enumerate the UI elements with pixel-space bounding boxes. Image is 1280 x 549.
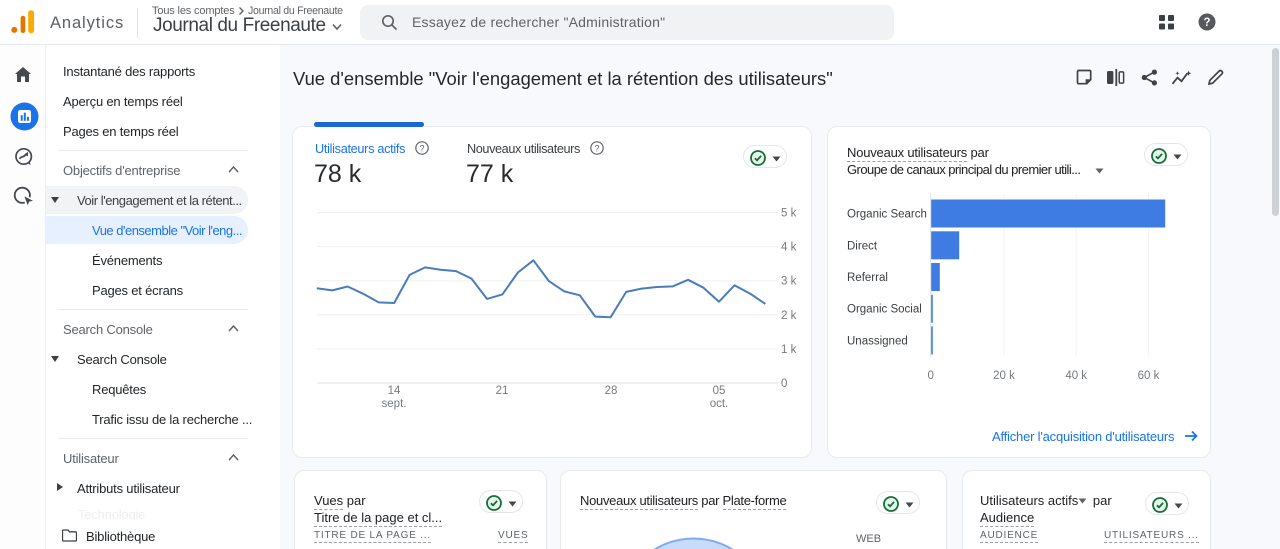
svg-text:Organic Search: Organic Search (847, 209, 927, 221)
svg-text:5 k: 5 k (781, 208, 797, 220)
svg-text:1 k: 1 k (781, 344, 797, 356)
svg-text:Referral: Referral (847, 272, 888, 284)
svg-text:40 k: 40 k (1065, 370, 1087, 382)
svg-text:2 k: 2 k (781, 310, 797, 322)
svg-text:0: 0 (927, 370, 933, 382)
svg-text:?: ? (1203, 17, 1210, 29)
svg-text:sept.: sept. (382, 398, 407, 410)
svg-text:60 k: 60 k (1138, 370, 1160, 382)
svg-text:21: 21 (496, 385, 509, 397)
svg-text:?: ? (419, 143, 424, 153)
svg-text:4 k: 4 k (781, 242, 797, 254)
svg-text:14: 14 (388, 385, 401, 397)
svg-text:Direct: Direct (847, 240, 878, 252)
svg-text:05: 05 (713, 385, 726, 397)
svg-text:20 k: 20 k (993, 370, 1015, 382)
svg-text:28: 28 (605, 385, 618, 397)
svg-text:Unassigned: Unassigned (847, 335, 908, 347)
svg-text:Organic Social: Organic Social (847, 304, 922, 316)
svg-text:oct.: oct. (710, 398, 729, 410)
svg-text:0: 0 (781, 378, 787, 390)
svg-text:3 k: 3 k (781, 276, 797, 288)
svg-text:?: ? (594, 143, 599, 153)
